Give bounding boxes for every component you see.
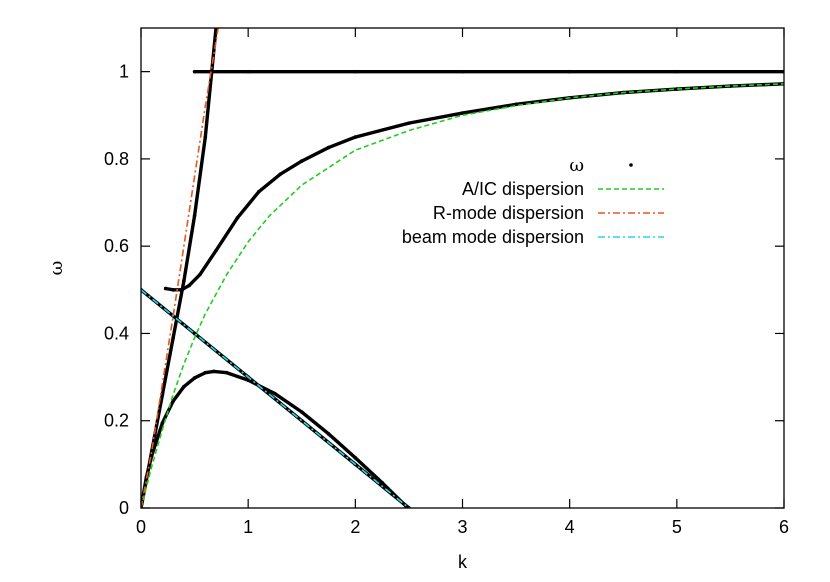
- omega-point: [675, 69, 679, 74]
- series-line-2: [141, 28, 219, 508]
- omega-point: [192, 69, 197, 74]
- legend-entry: A/IC dispersion: [462, 179, 664, 199]
- omega-branch-3: [141, 369, 408, 508]
- y-tick-label: 1: [119, 62, 129, 82]
- omega-point: [203, 135, 208, 139]
- x-tick-label: 4: [565, 517, 575, 537]
- ticks-layer: 0 1 2 3 4 5 6 0 0.2 0.4 0.6 0.8 1: [104, 28, 789, 537]
- x-tick-label: 5: [672, 517, 682, 537]
- omega-point: [299, 159, 304, 163]
- plot-frame: [140, 27, 785, 509]
- legend-label: R-mode dispersion: [433, 203, 584, 223]
- omega-point: [675, 87, 679, 91]
- omega-point: [257, 189, 261, 194]
- omega-point: [353, 456, 358, 460]
- x-tick-label: 1: [243, 517, 253, 537]
- omega-point: [212, 369, 216, 374]
- x-tick-label: 0: [136, 517, 146, 537]
- omega-point: [214, 248, 218, 253]
- omega-point: [171, 288, 175, 292]
- omega-point: [192, 213, 197, 218]
- omega-point: [182, 384, 186, 389]
- omega-point: [514, 102, 518, 107]
- omega-point: [273, 391, 277, 396]
- omega-point: [224, 370, 229, 375]
- series-layer: [141, 28, 784, 508]
- y-tick-label: 0.8: [104, 149, 129, 169]
- legend-entry: R-mode dispersion: [433, 203, 664, 223]
- omega-point: [728, 84, 733, 88]
- omega-point: [460, 69, 465, 74]
- omega-point: [353, 69, 358, 74]
- omega-point: [160, 421, 165, 425]
- omega-point: [171, 336, 175, 340]
- omega-point: [326, 432, 331, 436]
- y-tick-label: 0.2: [104, 411, 129, 431]
- legend-label: ω: [569, 155, 584, 176]
- omega-point: [163, 286, 168, 291]
- legend-label: A/IC dispersion: [462, 179, 584, 199]
- omega-point: [149, 453, 154, 458]
- x-tick-label: 3: [457, 517, 467, 537]
- omega-point: [182, 279, 186, 283]
- legend-entry: ω: [569, 155, 633, 176]
- omega-point: [235, 216, 240, 220]
- omega-point: [299, 410, 304, 414]
- omega-point: [326, 145, 331, 150]
- omega-point: [246, 69, 250, 74]
- y-axis-label: ω: [46, 261, 67, 276]
- y-tick-label: 0.4: [104, 323, 129, 343]
- omega-point: [407, 121, 411, 125]
- omega-point: [460, 111, 465, 115]
- x-tick-label: 2: [350, 517, 360, 537]
- y-tick-label: 0.6: [104, 236, 129, 256]
- legend-label: beam mode dispersion: [402, 227, 584, 247]
- series-line-1: [141, 83, 784, 508]
- legend: ω A/IC dispersion R-mode dispersion beam mo…: [402, 155, 664, 247]
- omega-point: [203, 370, 208, 375]
- x-axis-label: k: [458, 552, 468, 572]
- omega-point: [567, 69, 572, 74]
- omega-point: [278, 172, 283, 176]
- y-tick-label: 0: [119, 498, 129, 518]
- omega-point: [353, 135, 358, 139]
- series-line-3: [141, 289, 410, 508]
- omega-point: [198, 272, 202, 277]
- legend-marker: [629, 163, 633, 167]
- omega-point: [192, 376, 197, 380]
- x-tick-label: 6: [779, 517, 789, 537]
- omega-point: [187, 283, 192, 288]
- legend-entry: beam mode dispersion: [402, 227, 664, 247]
